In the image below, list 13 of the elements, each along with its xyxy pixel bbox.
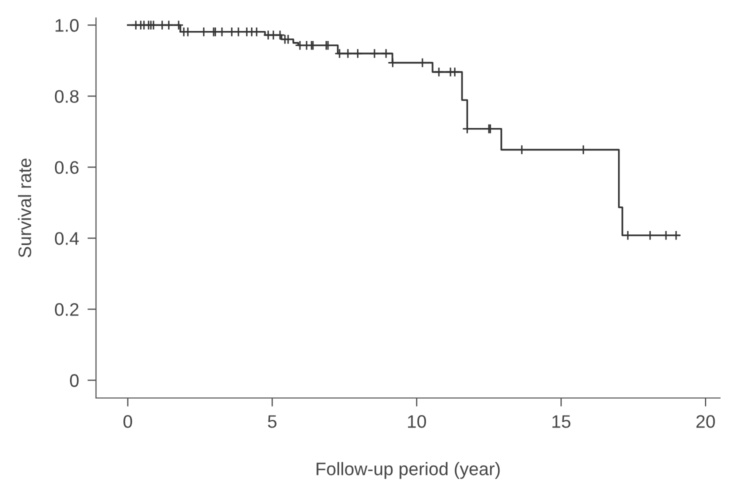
x-tick-label: 20 [696, 415, 715, 428]
x-axis-title: Follow-up period (year) [316, 462, 500, 479]
x-tick-label: 15 [552, 415, 570, 428]
x-tick-label: 5 [268, 415, 276, 428]
y-tick-label: 0.8 [54, 90, 79, 103]
y-tick-label: 0.2 [54, 303, 78, 316]
y-axis-title: Survival rate [18, 158, 32, 258]
x-tick-label: 10 [408, 415, 426, 428]
x-tick-label: 0 [123, 415, 132, 428]
y-tick-label: 1.0 [56, 19, 79, 32]
y-tick-label: 0.4 [54, 232, 79, 245]
y-tick-label: 0 [70, 374, 79, 387]
y-tick-label: 0.6 [54, 161, 79, 174]
